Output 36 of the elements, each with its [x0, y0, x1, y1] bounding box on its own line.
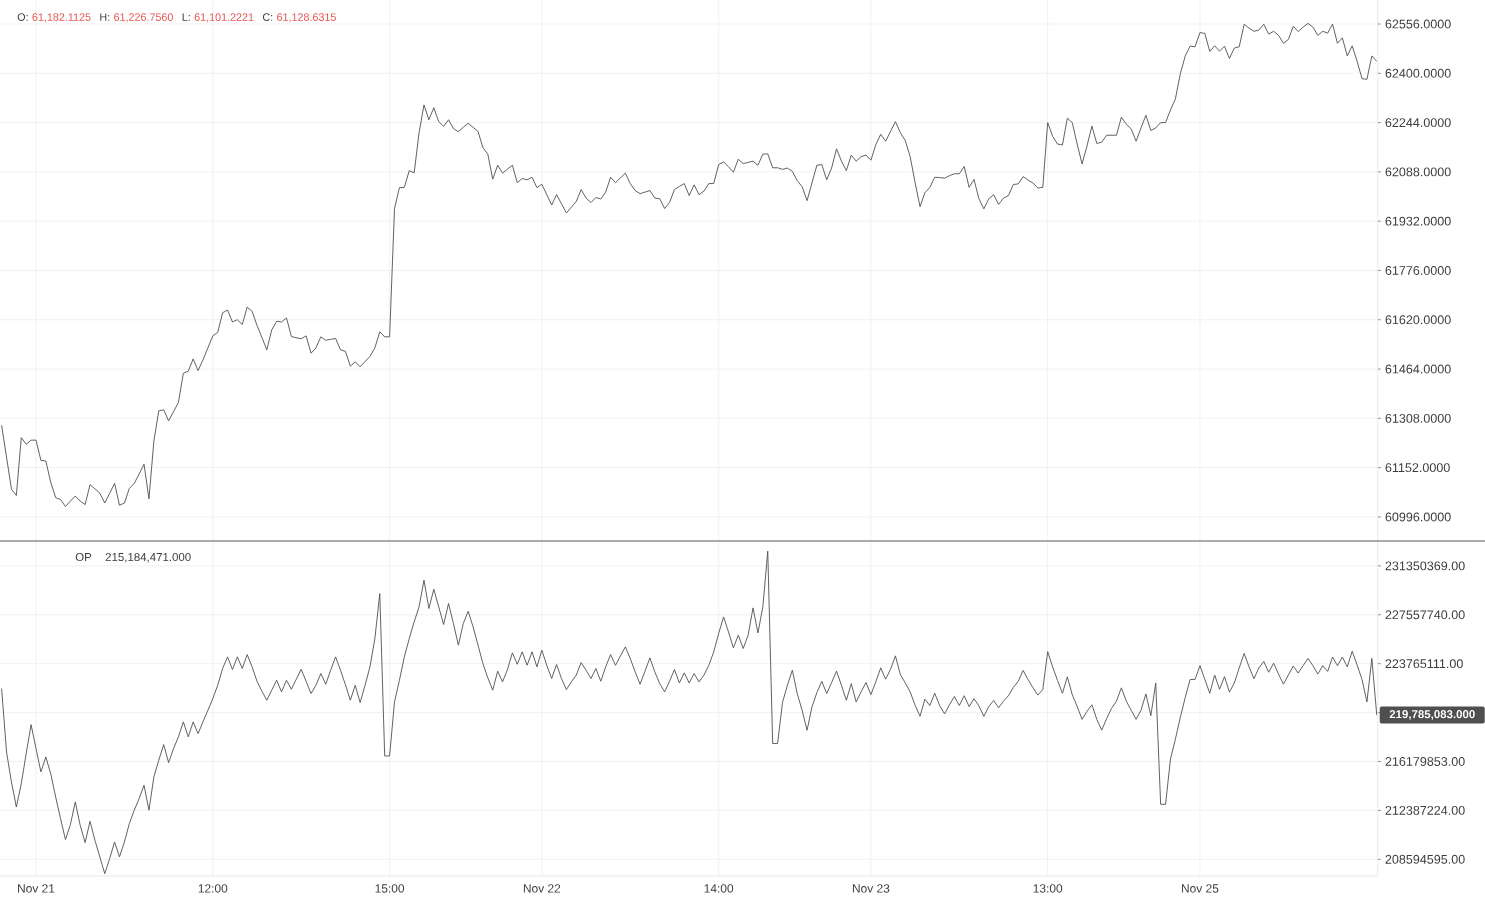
annotation: 61,226.7560	[114, 13, 173, 23]
y-tick-label: 227557740.00	[1385, 610, 1465, 620]
x-tick-label: Nov 22	[523, 884, 561, 893]
data-label: 219,785,083.000	[1389, 710, 1475, 720]
annotation: C:	[262, 13, 273, 21]
x-tick-label: 15:00	[375, 884, 405, 893]
y-tick-label: 61152.0000	[1385, 463, 1450, 473]
y-tick-label: 231350369.00	[1385, 561, 1465, 571]
y-tick-label: 61776.0000	[1385, 266, 1451, 275]
x-tick-label: 12:00	[198, 884, 228, 893]
text: OP	[75, 553, 92, 562]
y-tick-label: 61464.0000	[1385, 364, 1451, 374]
annotation: O:	[17, 13, 28, 21]
x-tick-label: Nov 21	[18, 884, 55, 893]
y-tick-label: 60996.0000	[1385, 512, 1451, 522]
y-tick-label: 216179853.00	[1385, 757, 1465, 766]
annotation: 61,101.2221	[194, 13, 254, 23]
y-tick-label: 62244.0000	[1385, 118, 1451, 128]
y-tick-label: 61620.0000	[1385, 315, 1451, 325]
annotation: 61,182.1125	[32, 13, 91, 23]
y-tick-label: 62088.0000	[1385, 167, 1451, 177]
y-tick-label: 212387224.00	[1385, 805, 1465, 815]
annotation: H:	[100, 13, 110, 21]
y-tick-label: 208594595.00	[1385, 854, 1465, 864]
y-tick-label: 61932.0000	[1385, 216, 1451, 226]
x-tick-label: 14:00	[704, 884, 734, 893]
y-tick-label: 62556.0000	[1385, 19, 1451, 29]
y-tick-label: 61308.0000	[1385, 413, 1451, 423]
x-tick-label: Nov 25	[1181, 884, 1219, 893]
annotation: 215,184,471.000	[105, 553, 191, 563]
x-tick-label: 13:00	[1033, 884, 1063, 893]
annotation: 61,128.6315	[277, 13, 336, 23]
y-tick-label: 223765111.00	[1385, 659, 1463, 669]
y-tick-label: 62400.0000	[1385, 68, 1451, 78]
annotation: L:	[182, 13, 190, 21]
x-tick-label: Nov 23	[852, 884, 890, 893]
